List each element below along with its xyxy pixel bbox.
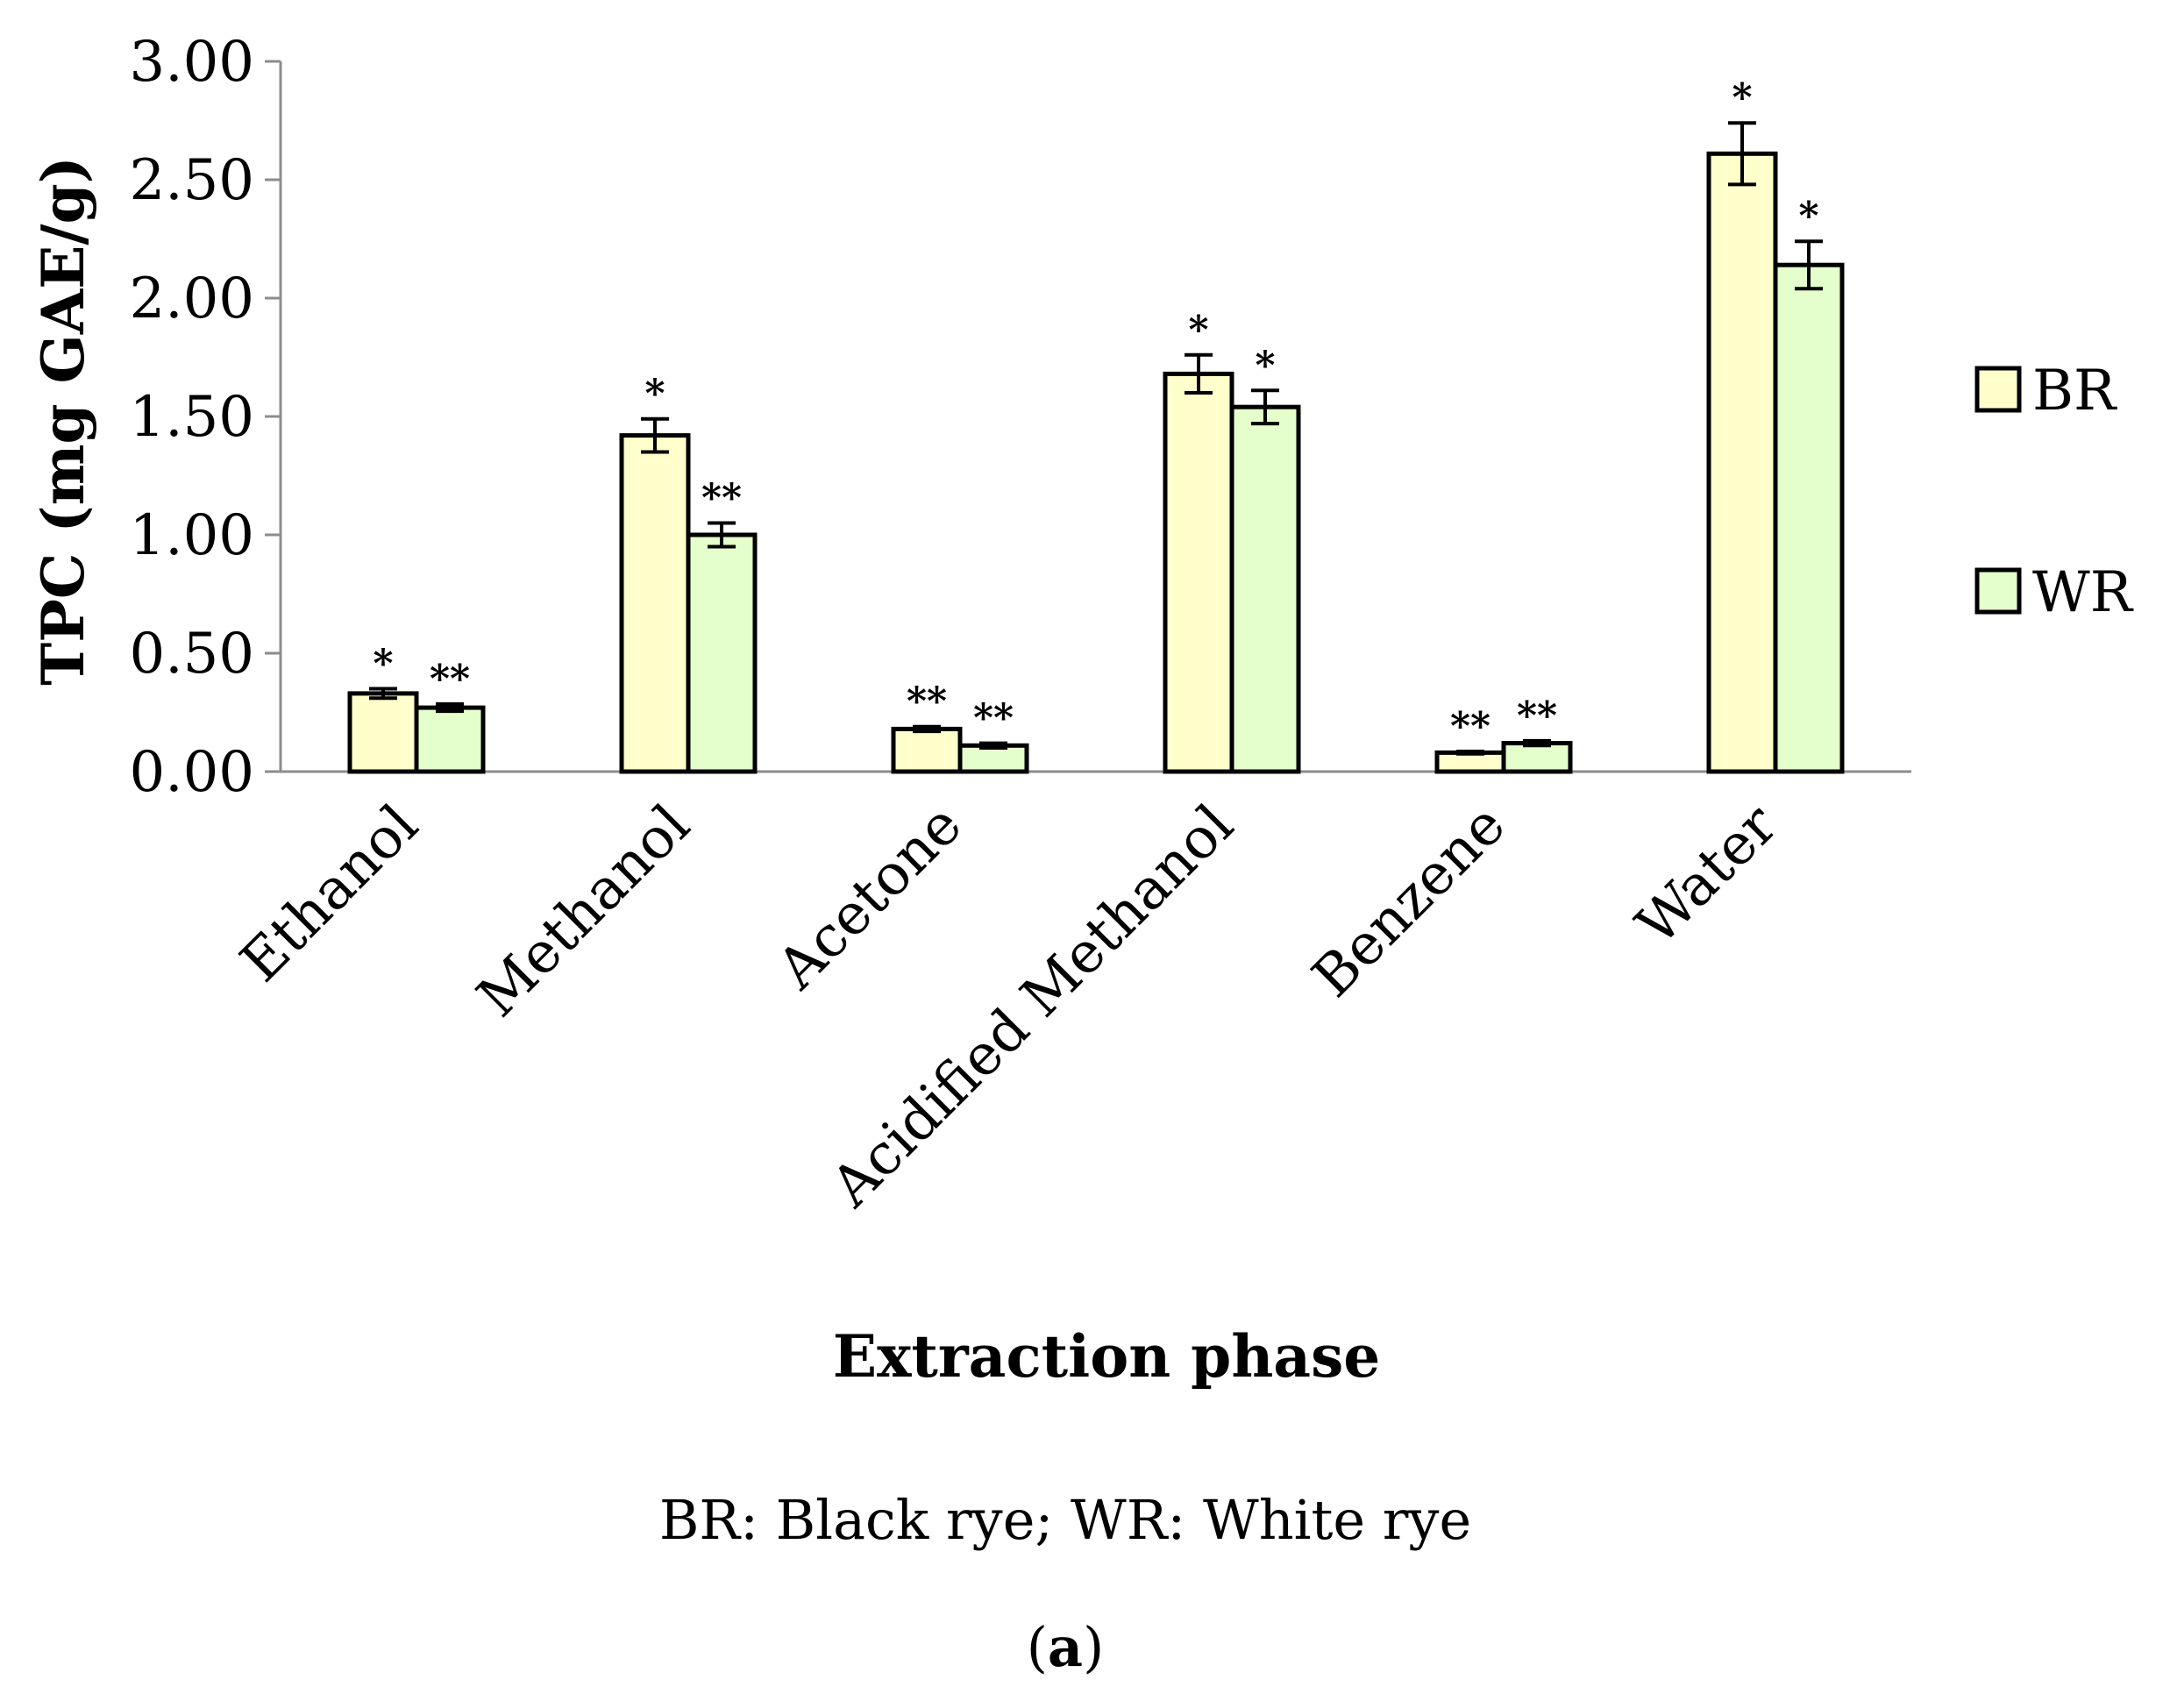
significance-marker: ** xyxy=(907,680,947,724)
legend-swatch xyxy=(1974,567,2022,615)
significance-marker: * xyxy=(1188,308,1208,352)
bars xyxy=(347,151,1845,774)
error-bar xyxy=(1456,750,1484,756)
significance-markers: * ******* ****** **** xyxy=(373,75,1818,749)
error-bar xyxy=(1251,388,1279,426)
significance-marker: * xyxy=(644,372,665,416)
legend-item-wr: WR xyxy=(1974,560,2134,625)
bar-br xyxy=(891,726,963,774)
error-bar xyxy=(1728,121,1756,187)
y-tick-label: 1.50 xyxy=(130,385,255,450)
bar-wr xyxy=(414,705,486,774)
error-bar xyxy=(1185,352,1213,395)
category-label: Water xyxy=(1625,793,1790,958)
category-label: Ethanol xyxy=(229,793,431,995)
axes xyxy=(265,60,1911,773)
y-axis-title: TPC (mg GAE/g) xyxy=(29,156,97,686)
bar-wr xyxy=(1773,262,1845,774)
significance-marker: * xyxy=(1798,194,1818,238)
significance-marker: * xyxy=(1255,343,1275,388)
significance-marker: ** xyxy=(701,476,742,521)
significance-marker: ** xyxy=(430,657,470,701)
category-label: Acetone xyxy=(765,793,974,1002)
y-tick-label: 0.50 xyxy=(130,622,255,687)
error-bar xyxy=(1523,738,1551,748)
error-bars xyxy=(369,121,1823,756)
bar-br xyxy=(1706,151,1778,774)
category-label: Methanol xyxy=(466,793,703,1030)
bar-wr xyxy=(686,532,758,774)
significance-marker: * xyxy=(373,642,393,687)
bar-br xyxy=(619,433,691,774)
legend-label: WR xyxy=(2032,560,2134,625)
legend-label: BR xyxy=(2032,359,2117,423)
y-tick-labels: 0.00 0.50 1.00 1.50 2.00 2.50 3.00 xyxy=(130,30,255,805)
significance-marker: ** xyxy=(1450,704,1491,749)
bar-wr xyxy=(1229,404,1301,774)
significance-marker: * xyxy=(1732,75,1752,120)
error-bar xyxy=(436,702,464,714)
y-tick-label: 1.00 xyxy=(130,503,255,568)
error-bar xyxy=(979,741,1007,750)
error-bar xyxy=(641,416,669,454)
panel-label: (a) xyxy=(1027,1615,1105,1679)
category-label: Benzene xyxy=(1300,793,1518,1010)
error-bar xyxy=(369,687,397,701)
error-bar xyxy=(1795,239,1823,291)
significance-marker: ** xyxy=(1517,694,1557,738)
y-tick-label: 2.50 xyxy=(130,148,255,213)
significance-marker: ** xyxy=(973,696,1014,741)
legend: BR WR xyxy=(1974,359,2134,625)
y-tick-label: 2.00 xyxy=(130,267,255,331)
legend-swatch xyxy=(1974,366,2022,413)
legend-item-br: BR xyxy=(1974,359,2117,423)
error-bar xyxy=(708,521,736,549)
bar-br xyxy=(1163,371,1234,774)
bar-wr xyxy=(1501,741,1573,774)
y-tick-label: 0.00 xyxy=(130,740,255,805)
y-tick-label: 3.00 xyxy=(130,30,255,95)
error-bar xyxy=(913,724,941,734)
caption: BR: Black rye; WR: White rye xyxy=(659,1488,1471,1552)
bar-br xyxy=(347,691,419,774)
x-axis-title: Extraction phase xyxy=(833,1322,1380,1391)
